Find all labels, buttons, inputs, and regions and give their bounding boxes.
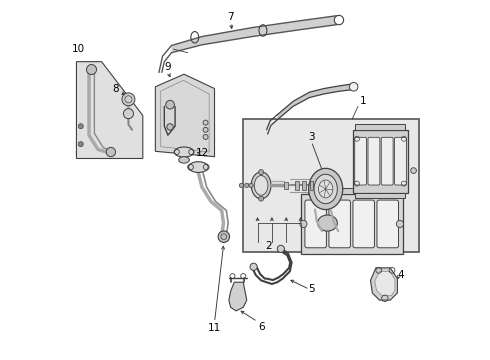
Text: 6: 6 [258,322,265,332]
Ellipse shape [189,162,208,172]
Circle shape [245,183,249,188]
Bar [310,181,313,190]
Text: 2: 2 [265,241,271,251]
Text: 12: 12 [196,148,209,158]
Circle shape [167,124,173,130]
FancyBboxPatch shape [381,137,393,185]
Circle shape [277,245,285,252]
FancyBboxPatch shape [305,200,326,248]
Text: 5: 5 [308,284,315,294]
Polygon shape [229,282,247,311]
Circle shape [166,100,174,109]
Bar [308,188,395,194]
Text: 7: 7 [227,12,234,22]
Circle shape [122,93,135,106]
Ellipse shape [318,215,337,231]
Bar [355,125,405,130]
Circle shape [87,64,97,75]
Ellipse shape [251,172,271,199]
Circle shape [239,183,244,188]
FancyBboxPatch shape [353,200,374,248]
Text: 8: 8 [113,84,119,94]
Polygon shape [76,62,143,158]
Circle shape [78,141,83,147]
Bar [243,119,419,252]
Circle shape [78,124,83,129]
Ellipse shape [254,176,268,195]
Circle shape [203,134,208,139]
FancyBboxPatch shape [377,200,398,248]
Circle shape [123,109,133,119]
Ellipse shape [174,147,194,157]
Bar [285,182,288,189]
Bar [302,181,306,190]
Text: 3: 3 [308,132,315,142]
Text: 11: 11 [208,323,221,333]
Bar [353,130,408,193]
Text: 10: 10 [72,44,85,54]
Ellipse shape [314,174,337,204]
Circle shape [218,231,230,242]
FancyBboxPatch shape [394,137,406,185]
Text: 1: 1 [360,96,367,106]
Circle shape [334,15,343,25]
FancyBboxPatch shape [368,137,380,185]
Text: 4: 4 [398,270,404,280]
Polygon shape [155,74,215,157]
Ellipse shape [318,180,333,198]
Text: 9: 9 [165,62,171,72]
Bar [300,194,403,253]
Bar [295,181,299,190]
Polygon shape [375,271,395,296]
Circle shape [203,120,208,125]
Circle shape [411,168,416,174]
Circle shape [259,196,264,201]
Polygon shape [172,16,337,53]
Polygon shape [277,84,353,120]
Bar [355,193,405,198]
Circle shape [106,147,116,157]
FancyBboxPatch shape [329,200,350,248]
Ellipse shape [309,168,343,210]
Circle shape [203,127,208,132]
Circle shape [259,170,264,175]
FancyBboxPatch shape [355,137,367,185]
Circle shape [300,220,307,228]
Circle shape [396,220,403,228]
Polygon shape [370,268,397,300]
Ellipse shape [179,157,190,163]
Circle shape [349,82,358,91]
Circle shape [249,183,253,188]
Circle shape [250,263,257,270]
